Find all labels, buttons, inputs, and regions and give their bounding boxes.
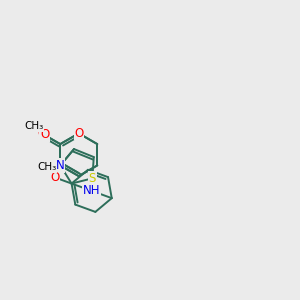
Text: O: O <box>74 127 83 140</box>
Text: NH: NH <box>83 184 101 197</box>
Text: O: O <box>50 171 59 184</box>
Text: CH₃: CH₃ <box>24 122 44 131</box>
Text: N: N <box>56 159 64 172</box>
Text: O: O <box>37 127 46 140</box>
Text: O: O <box>40 128 49 142</box>
Text: S: S <box>88 172 96 185</box>
Text: CH₃: CH₃ <box>37 162 56 172</box>
